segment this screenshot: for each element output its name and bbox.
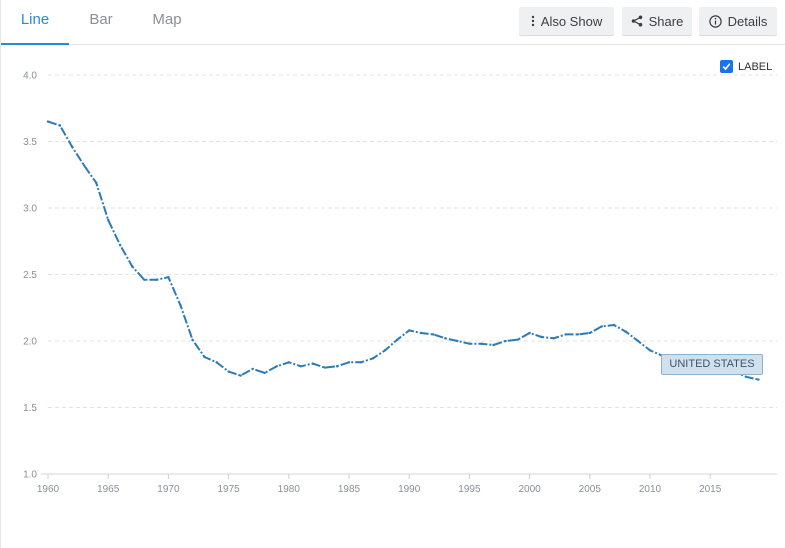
- label-checkbox[interactable]: [720, 60, 733, 73]
- x-tick-label: 2015: [699, 484, 722, 495]
- data-point: [383, 349, 387, 352]
- series-label-tag: UNITED STATES: [661, 354, 763, 375]
- x-tick-label: 1970: [157, 484, 180, 495]
- data-point: [311, 362, 315, 365]
- data-point: [58, 124, 62, 127]
- data-point: [745, 375, 748, 379]
- x-tick-label: 2005: [579, 484, 602, 495]
- data-point: [215, 361, 218, 364]
- data-point: [299, 365, 302, 368]
- details-button[interactable]: Details: [699, 7, 777, 35]
- x-tick-label: 1995: [458, 484, 481, 495]
- data-point: [275, 365, 278, 368]
- data-point: [757, 378, 760, 381]
- data-point: [287, 361, 290, 364]
- data-point: [588, 331, 591, 335]
- data-point: [323, 366, 327, 369]
- data-point: [648, 349, 652, 352]
- data-point: [46, 120, 50, 123]
- data-point: [564, 333, 567, 336]
- also-show-label: Also Show: [540, 13, 603, 29]
- series-line-0: [47, 120, 759, 381]
- data-point: [179, 303, 182, 307]
- data-point: [636, 339, 640, 343]
- y-tick-label: 2.5: [23, 270, 37, 281]
- data-point: [456, 339, 459, 343]
- share-label: Share: [648, 13, 684, 29]
- x-tick-label: 1990: [398, 484, 421, 495]
- y-tick-label: 4.0: [23, 71, 37, 82]
- grid-lines: [48, 74, 777, 475]
- data-point: [191, 338, 194, 341]
- y-tick-label: 1.5: [23, 403, 37, 414]
- more-vertical-icon: [531, 15, 535, 27]
- data-point: [432, 333, 435, 336]
- series-layer: [46, 120, 760, 381]
- data-point: [155, 278, 158, 281]
- data-point: [359, 361, 363, 364]
- info-icon: [708, 14, 722, 28]
- data-point: [70, 145, 74, 148]
- x-tick-label: 2010: [639, 484, 662, 495]
- label-toggle[interactable]: LABEL: [720, 60, 772, 73]
- data-point: [612, 323, 616, 327]
- data-point: [203, 355, 206, 359]
- y-tick-label: 2.0: [23, 337, 37, 348]
- data-point: [576, 333, 579, 336]
- x-axis: 1960 1965 1970 1975 1980 1985 1990 1995 2000 2005…: [37, 473, 777, 495]
- tab-map[interactable]: Map: [152, 11, 182, 28]
- details-label: Details: [727, 13, 768, 29]
- y-tick-label: 3.0: [23, 204, 37, 215]
- x-tick-label: 2000: [518, 484, 541, 495]
- data-point: [335, 365, 339, 368]
- y-tick-label: 3.5: [23, 137, 37, 148]
- data-point: [624, 330, 628, 333]
- data-point: [540, 335, 543, 339]
- data-point: [95, 181, 98, 184]
- x-tick-label: 1985: [338, 484, 361, 495]
- tab-bar[interactable]: Bar: [89, 11, 113, 28]
- also-show-button[interactable]: Also Show: [519, 7, 614, 35]
- data-point: [468, 342, 471, 345]
- data-point: [239, 374, 242, 377]
- data-point: [143, 278, 146, 281]
- data-point: [552, 337, 555, 340]
- share-button[interactable]: Share: [622, 7, 692, 35]
- y-axis-ticks: 1.0 1.5 2.0 2.5 3.0 3.5 4.0: [23, 71, 37, 481]
- x-tick-label: 1980: [278, 484, 301, 495]
- data-point: [528, 331, 531, 335]
- y-tick-label: 1.0: [23, 470, 37, 481]
- label-toggle-text: LABEL: [738, 60, 773, 73]
- data-point: [107, 218, 110, 222]
- data-point: [227, 370, 230, 373]
- x-tick-label: 1975: [217, 484, 240, 495]
- data-point: [251, 367, 254, 371]
- tab-line[interactable]: Line: [1, 0, 69, 45]
- data-point: [119, 244, 122, 247]
- data-point: [263, 371, 266, 375]
- data-point: [480, 342, 483, 345]
- view-tabs-bar: Line Bar Map Also Show Share: [1, 0, 785, 45]
- data-point: [167, 276, 170, 279]
- share-icon: [631, 15, 643, 27]
- data-point: [371, 357, 375, 360]
- data-point: [408, 329, 411, 332]
- x-tick-label: 1965: [97, 484, 120, 495]
- data-point: [504, 339, 507, 343]
- data-point: [600, 325, 603, 328]
- data-point: [347, 361, 351, 364]
- data-point: [396, 338, 399, 341]
- x-tick-label: 1960: [37, 484, 60, 495]
- data-point: [420, 331, 423, 335]
- data-point: [516, 338, 519, 341]
- data-point: [492, 343, 495, 347]
- data-point: [131, 265, 134, 268]
- data-point: [82, 164, 86, 167]
- data-point: [444, 337, 447, 340]
